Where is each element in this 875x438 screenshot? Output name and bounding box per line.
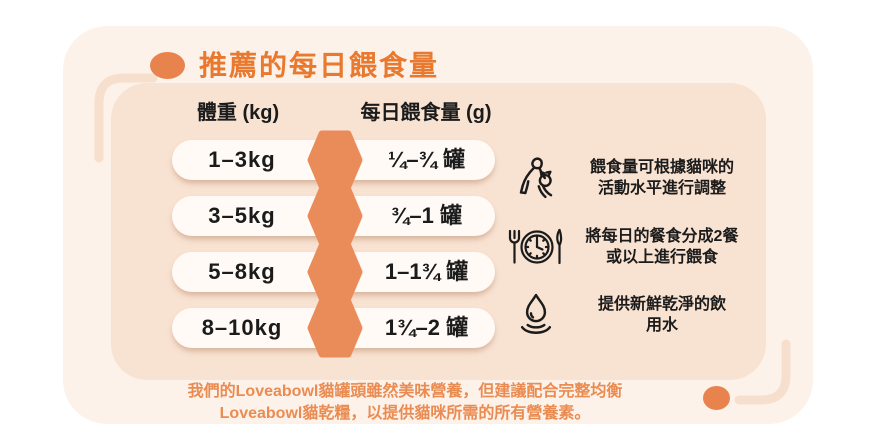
title-bullet-dot [150,52,185,79]
page-title: 推薦的每日餵食量 [199,50,440,81]
footer-bullet-dot [703,386,730,410]
amount-value: 1¾–2 罐 [384,315,469,340]
table-row: 8–10kg 1¾–2 罐 [172,298,495,358]
hexagon-connector [307,242,363,302]
stretching-cat-icon [505,155,567,201]
weight-value: 5–8kg [208,259,276,284]
hexagon-connector [307,186,363,246]
tip-activity-level: 餵食量可根據貓咪的 活動水平進行調整 [505,147,749,209]
weight-value: 3–5kg [208,203,276,228]
meal-clock-icon [505,225,567,269]
table-row: 5–8kg 1–1¾ 罐 [172,242,495,302]
table-row: 3–5kg ¾–1 罐 [172,186,495,246]
tip-text: 餵食量可根據貓咪的 活動水平進行調整 [589,158,734,197]
amount-value: ¼–¾ 罐 [387,147,466,172]
table-row: 1–3kg ¼–¾ 罐 [172,130,495,190]
footer-note: 我們的Loveabowl貓罐頭雖然美味營養，但建議配合完整均衡 Loveabow… [187,383,623,423]
tip-split-meals: 將每日的餐食分成2餐 或以上進行餵食 [505,216,749,278]
weight-value: 1–3kg [208,147,276,172]
weight-value: 8–10kg [201,315,283,340]
tip-text: 將每日的餐食分成2餐 或以上進行餵食 [585,227,739,266]
column-header-amount: 每日餵食量 (g) [360,102,492,124]
hexagon-connector [307,298,363,358]
hexagon-connector [307,130,363,190]
tip-fresh-water: 提供新鮮乾淨的飲 用水 [505,284,749,346]
amount-value: ¾–1 罐 [391,203,462,228]
tip-text: 提供新鮮乾淨的飲 用水 [597,295,726,334]
amount-value: 1–1¾ 罐 [384,259,469,284]
water-drop-icon [505,292,567,338]
column-header-weight: 體重 (kg) [196,102,280,124]
